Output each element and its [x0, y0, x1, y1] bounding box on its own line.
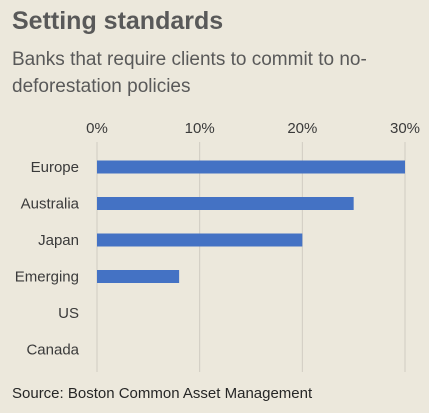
category-label-europe: Europe	[31, 159, 79, 176]
bar-emerging	[97, 270, 180, 283]
x-tick-label: 20%	[287, 120, 317, 137]
chart-subtitle: Banks that require clients to commit to …	[12, 49, 367, 97]
category-labels: Europe Australia Japan Emerging US Canada	[15, 159, 80, 359]
x-tick-label: 30%	[390, 120, 420, 137]
bar-europe	[97, 160, 405, 174]
x-tick-label: 0%	[86, 120, 108, 137]
source-note: Source: Boston Common Asset Management	[12, 385, 313, 402]
gridlines	[96, 142, 406, 372]
category-label-japan: Japan	[38, 232, 79, 249]
category-label-emerging: Emerging	[15, 269, 79, 286]
bars	[97, 160, 405, 283]
bar-australia	[97, 197, 354, 210]
x-axis-ticks: 0% 10% 20% 30%	[86, 120, 420, 137]
chart-title: Setting standards	[12, 7, 224, 35]
bar-japan	[97, 233, 303, 247]
category-label-australia: Australia	[21, 196, 80, 213]
x-tick-label: 10%	[185, 120, 215, 137]
category-label-us: US	[58, 305, 79, 322]
category-label-canada: Canada	[26, 342, 79, 359]
